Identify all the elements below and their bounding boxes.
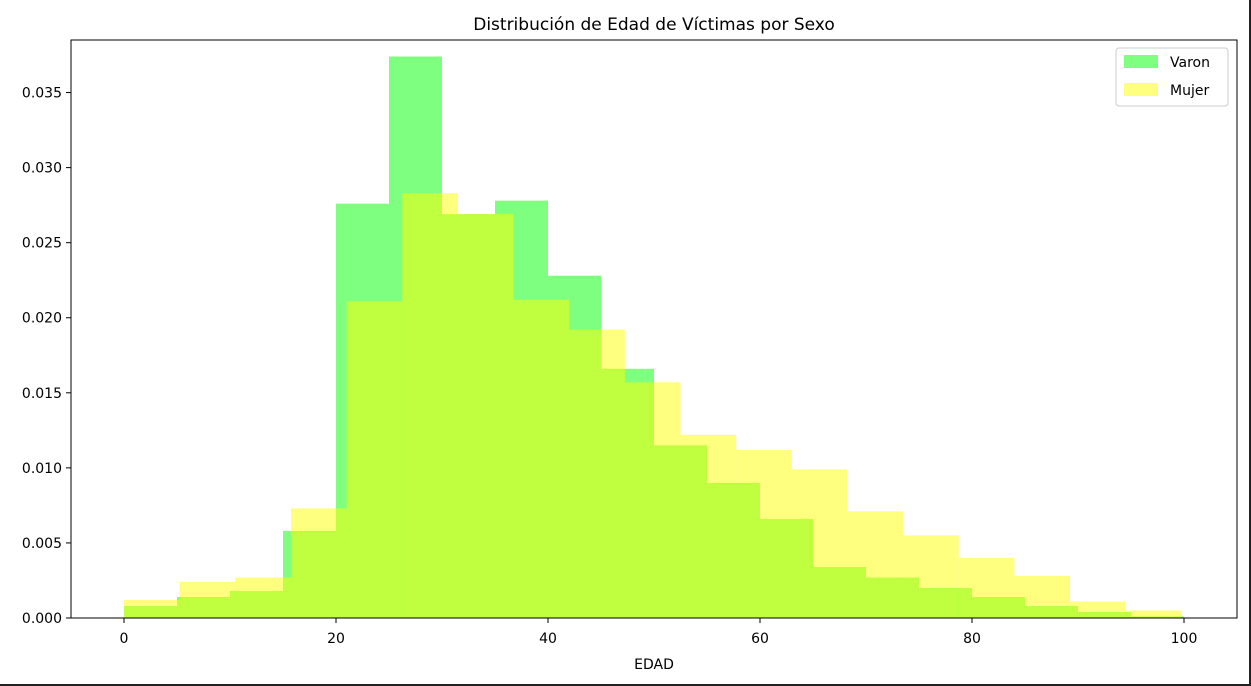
x-axis-label: EDAD	[634, 657, 674, 673]
y-tick-label-3: 0.015	[22, 386, 62, 402]
bar-mujer-7	[513, 299, 570, 618]
bars-layer	[124, 56, 1184, 619]
bar-mujer-18	[1125, 610, 1182, 618]
x-tick-label-60: 60	[751, 631, 769, 647]
series-mujer	[124, 193, 1182, 619]
plot-area-border	[70, 39, 1238, 619]
x-tick-label-100: 100	[1171, 631, 1198, 647]
bar-mujer-17	[1070, 601, 1126, 618]
x-tick-label-20: 20	[327, 631, 345, 647]
x-tick-label-80: 80	[963, 631, 981, 647]
bar-mujer-6	[457, 214, 514, 619]
bar-mujer-13	[847, 511, 904, 618]
bar-mujer-9	[624, 382, 681, 618]
legend-swatch-mujer	[1124, 83, 1158, 96]
bar-mujer-4	[346, 301, 403, 618]
y-tick-label-4: 0.020	[22, 311, 62, 327]
x-tick-label-0: 0	[120, 631, 129, 647]
bar-mujer-12	[791, 469, 848, 618]
legend-label-mujer: Mujer	[1170, 83, 1209, 99]
legend: Varon Mujer	[1115, 47, 1229, 107]
chart-title: Distribución de Edad de Víctimas por Sex…	[473, 15, 835, 35]
y-tick-label-1: 0.005	[22, 536, 62, 552]
bar-mujer-2	[235, 577, 291, 618]
x-tick-label-40: 40	[539, 631, 557, 647]
y-axis: 0.000 0.005 0.010 0.015 0.020 0.025 0.030 0.035	[22, 86, 71, 627]
bar-mujer-8	[569, 329, 625, 618]
bar-mujer-0	[124, 599, 180, 618]
bar-mujer-15	[958, 557, 1015, 618]
y-tick-label-5: 0.025	[22, 236, 62, 252]
bar-mujer-5	[402, 193, 458, 619]
y-tick-label-7: 0.035	[22, 86, 62, 102]
y-tick-label-6: 0.030	[22, 161, 62, 177]
x-axis: 0 20 40 60 80 100	[120, 618, 1198, 647]
bar-mujer-3	[290, 508, 347, 618]
bar-mujer-14	[903, 535, 959, 618]
bar-mujer-10	[680, 434, 737, 618]
legend-swatch-varon	[1124, 55, 1158, 68]
bar-mujer-16	[1014, 575, 1071, 618]
y-tick-label-2: 0.010	[22, 461, 62, 477]
legend-label-varon: Varon	[1170, 55, 1210, 71]
bar-mujer-11	[736, 449, 792, 618]
bar-mujer-1	[179, 581, 236, 618]
y-tick-label-0: 0.000	[22, 611, 62, 627]
